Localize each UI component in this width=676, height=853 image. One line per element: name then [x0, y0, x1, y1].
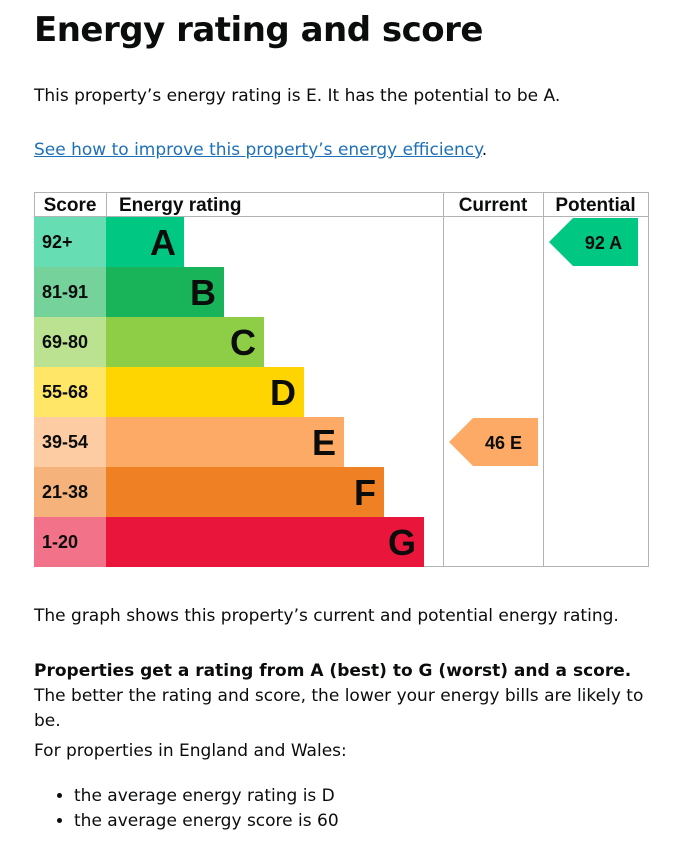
current-rating-label: 46 E	[485, 433, 522, 453]
rating-bar-f	[106, 467, 384, 517]
score-range-g: 1-20	[42, 532, 78, 552]
rating-bar-e	[106, 417, 344, 467]
potential-rating-marker	[549, 218, 638, 266]
rating-bar-g	[106, 517, 424, 567]
region-intro: For properties in England and Wales:	[34, 741, 347, 761]
score-cell-c	[34, 317, 106, 367]
score-range-c: 69-80	[42, 332, 88, 352]
rating-explanation-bold: Properties get a rating from A (best) to…	[34, 661, 632, 681]
score-range-d: 55-68	[42, 382, 88, 402]
score-range-b: 81-91	[42, 282, 88, 302]
rating-letter-b: B	[190, 272, 216, 313]
score-cell-g	[34, 517, 106, 567]
rating-letter-e: E	[312, 422, 336, 463]
page-title: Energy rating and score	[34, 10, 484, 50]
current-rating-marker	[449, 418, 538, 466]
score-range-e: 39-54	[42, 432, 88, 452]
improve-link-line: See how to improve this property’s energ…	[34, 138, 487, 163]
rating-letter-f: F	[354, 472, 376, 513]
header-energy-rating: Energy rating	[119, 195, 241, 216]
rating-bar-a	[106, 217, 184, 267]
score-range-f: 21-38	[42, 482, 88, 502]
rating-letter-g: G	[388, 522, 416, 563]
link-suffix: .	[481, 140, 488, 160]
rating-letter-a: A	[150, 222, 176, 263]
average-score-item: the average energy score is 60	[74, 809, 339, 834]
average-rating-item: the average energy rating is D	[74, 784, 339, 809]
rating-letter-c: C	[230, 322, 256, 363]
improve-efficiency-link[interactable]: See how to improve this property’s energ…	[34, 140, 482, 160]
score-cell-b	[34, 267, 106, 317]
rating-explanation: Properties get a rating from A (best) to…	[34, 659, 654, 734]
score-cell-a	[34, 217, 106, 267]
rating-bar-d	[106, 367, 304, 417]
rating-explanation-rest: The better the rating and score, the low…	[34, 686, 644, 731]
rating-bar-c	[106, 317, 264, 367]
header-score: Score	[44, 195, 97, 216]
rating-letter-d: D	[270, 372, 296, 413]
score-range-a: 92+	[42, 232, 73, 252]
header-potential: Potential	[555, 195, 635, 216]
potential-rating-label: 92 A	[585, 233, 622, 253]
energy-rating-chart: Score Energy rating Current Potential 92+ A 81…	[34, 192, 649, 567]
score-cell-f	[34, 467, 106, 517]
averages-list: the average energy rating is D the avera…	[34, 784, 339, 834]
graph-note: The graph shows this property’s current …	[34, 606, 619, 626]
score-cell-d	[34, 367, 106, 417]
rating-summary: This property’s energy rating is E. It h…	[34, 86, 561, 106]
rating-bar-b	[106, 267, 224, 317]
score-cell-e	[34, 417, 106, 467]
header-current: Current	[459, 195, 528, 216]
